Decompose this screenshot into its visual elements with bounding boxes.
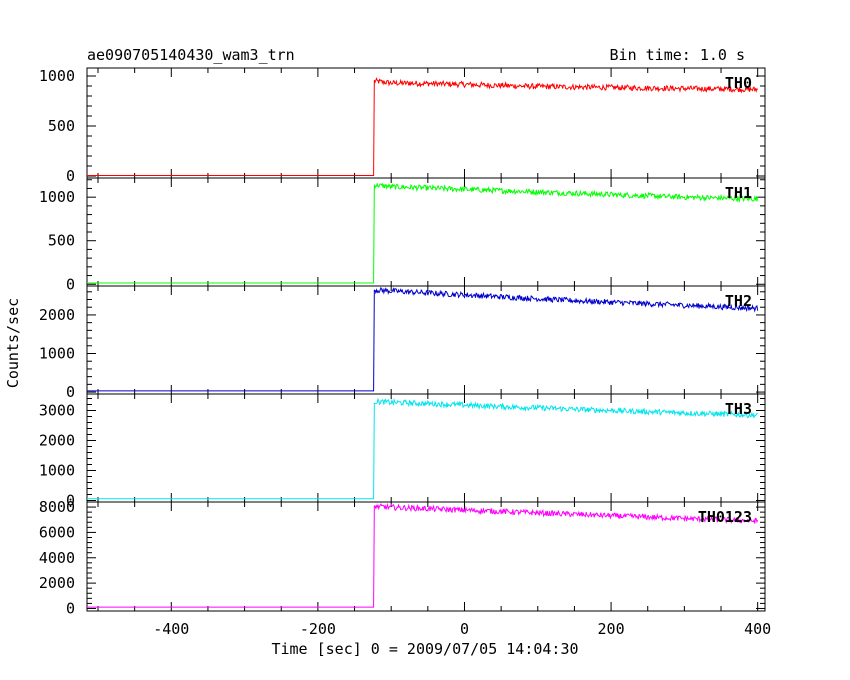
chart-title: ae090705140430_wam3_trn [87,46,295,64]
y-tick-label: 0 [66,383,75,401]
panel-frame-TH0 [86,67,766,179]
x-tick-label: 0 [460,620,469,638]
series-line-TH2 [87,286,759,392]
panel-label-TH2: TH2 [725,292,752,310]
y-tick-label: 500 [48,117,75,135]
y-tick-label: 0 [66,599,75,617]
panel-label-TH3: TH3 [725,400,752,418]
y-tick-label: 6000 [39,523,75,541]
series-line-TH0 [87,77,759,176]
y-tick-label: 4000 [39,549,75,567]
bin-time-label: Bin time: 1.0 s [610,46,745,64]
y-tick-label: 1000 [39,462,75,480]
y-tick-label: 2000 [39,306,75,324]
y-tick-label: 1000 [39,345,75,363]
series-line-TH3 [87,397,759,500]
y-tick-label: 3000 [39,402,75,420]
y-tick-label: 0 [66,167,75,185]
panel-label-TH1: TH1 [725,184,752,202]
y-tick-label: 0 [66,275,75,293]
y-tick-label: 500 [48,232,75,250]
x-tick-label: 400 [744,620,771,638]
y-tick-label: 1000 [39,188,75,206]
y-axis-label: Counts/sec [4,298,22,388]
x-axis-label: Time [sec] 0 = 2009/07/05 14:04:30 [271,640,578,658]
series-line-TH0123 [87,502,759,608]
panel-frame-TH0123 [86,501,766,612]
y-tick-label: 2000 [39,432,75,450]
panel-label-TH0: TH0 [725,74,752,92]
series-line-TH1 [87,182,759,284]
y-tick-label: 1000 [39,67,75,85]
panel-frame-TH2 [86,285,766,395]
x-tick-label: -400 [153,620,189,638]
x-tick-label: -200 [300,620,336,638]
x-tick-label: 200 [598,620,625,638]
y-tick-label: 8000 [39,498,75,516]
y-tick-label: 0 [66,492,75,510]
panel-label-TH0123: TH0123 [698,508,752,526]
y-tick-label: 2000 [39,574,75,592]
